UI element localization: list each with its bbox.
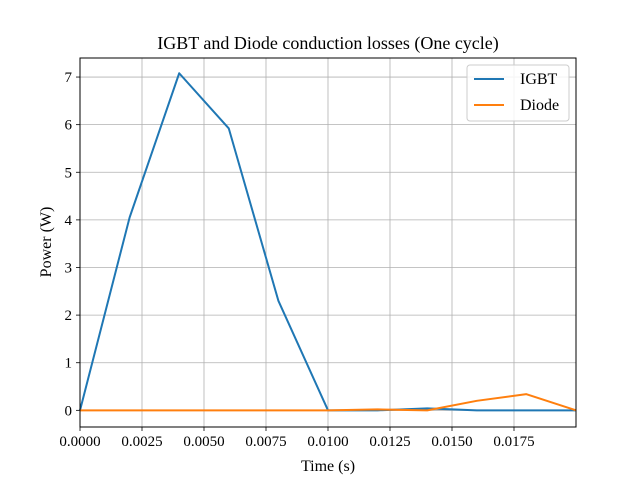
y-tick-label: 1 <box>65 356 73 372</box>
x-tick-label: 0.0125 <box>369 434 410 450</box>
x-axis-ticks: 0.0000 0.0025 0.0050 0.0075 0.0100 0.0125 0.01… <box>59 427 535 450</box>
chart-title: IGBT and Diode conduction losses (One cy… <box>157 33 499 54</box>
grid <box>79 58 576 427</box>
x-tick-label: 0.0150 <box>431 434 472 450</box>
series-line-diode <box>80 393 577 412</box>
x-axis-label: Time (s) <box>301 458 355 475</box>
legend-label: IGBT <box>520 71 558 88</box>
plot-series <box>79 72 577 412</box>
x-tick-label: 0.0175 <box>493 434 534 450</box>
legend-label: Diode <box>520 97 559 114</box>
y-tick-label: 3 <box>65 260 73 276</box>
x-tick-label: 0.0000 <box>59 434 100 450</box>
y-tick-label: 2 <box>65 308 73 324</box>
y-tick-label: 7 <box>65 70 73 86</box>
y-axis-label: Power (W) <box>38 207 55 278</box>
y-tick-label: 6 <box>65 118 73 134</box>
legend: IGBT Diode <box>466 64 570 122</box>
x-tick-label: 0.0025 <box>121 434 162 450</box>
y-tick-label: 4 <box>65 213 73 229</box>
y-axis-ticks: 0 1 2 3 4 5 6 7 <box>65 70 80 419</box>
x-tick-label: 0.0050 <box>183 434 224 450</box>
x-tick-label: 0.0075 <box>245 434 286 450</box>
x-tick-label: 0.0100 <box>307 434 348 450</box>
y-tick-label: 5 <box>65 165 73 181</box>
y-tick-label: 0 <box>65 403 73 419</box>
